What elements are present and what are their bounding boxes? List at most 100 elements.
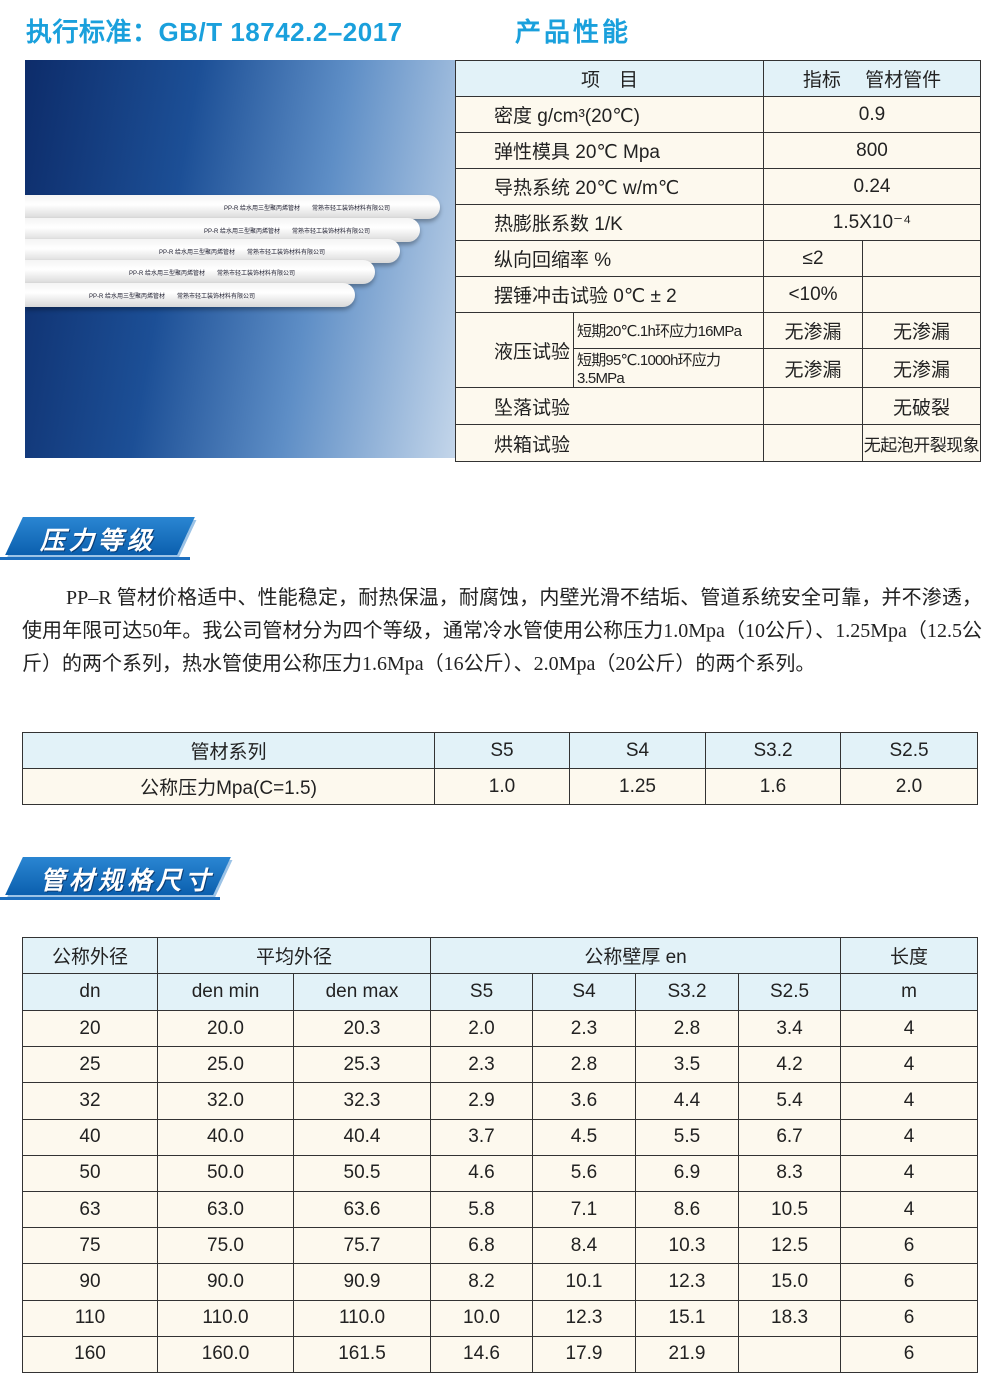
pipe: PP-R 给水用三型聚丙烯管材 常熟市轻工装饰材料有限公司 xyxy=(25,195,440,219)
table-cell: 弹性模具 20℃ Mpa xyxy=(454,132,765,169)
table-cell: 密度 g/cm³(20℃) xyxy=(454,96,765,133)
header-cell: den max xyxy=(292,973,432,1011)
table-cell: 15.1 xyxy=(635,1299,740,1337)
table-cell: 4.5 xyxy=(532,1118,637,1156)
table-cell: 2.3 xyxy=(430,1046,534,1084)
table-cell: 3.7 xyxy=(430,1118,534,1156)
table-cell: 2.8 xyxy=(532,1046,637,1084)
table-cell: 10.3 xyxy=(635,1227,740,1265)
table-row: 项 目指标 管材管件 xyxy=(454,60,982,97)
table-row: 导热系统 20℃ w/m℃ 0.24 xyxy=(454,168,982,205)
table-row: 摆锤冲击试验 0℃ ± 2 <10% xyxy=(454,276,982,313)
table-row: 管材系列 S5 S4 S3.2 S2.5 xyxy=(22,732,978,769)
table-cell: 25.0 xyxy=(157,1046,294,1084)
table-cell: 12.5 xyxy=(738,1227,842,1265)
table-cell: 4 xyxy=(840,1118,979,1156)
table-cell: 25.3 xyxy=(292,1046,432,1084)
table-cell: 63.6 xyxy=(292,1190,432,1229)
table-cell: 10.5 xyxy=(738,1190,842,1229)
table-cell: 0.24 xyxy=(763,168,982,205)
table-cell: 1.5X10⁻⁴ xyxy=(763,204,982,241)
table-cell: 10.0 xyxy=(430,1299,534,1337)
pipe: PP-R 给水用三型聚丙烯管材 常熟市轻工装饰材料有限公司 xyxy=(25,283,355,307)
table-cell: 8.6 xyxy=(635,1190,740,1229)
table-cell: 18.3 xyxy=(738,1299,842,1337)
table-cell: 50.0 xyxy=(157,1154,294,1192)
header-cell: S2.5 xyxy=(738,973,842,1011)
table-cell: 12.3 xyxy=(532,1299,637,1337)
header-cell: S4 xyxy=(532,973,637,1011)
table-row: 液压试验 短期20℃.1h环应力16MPa 无渗漏 无渗漏 xyxy=(455,312,982,388)
table-cell: 4 xyxy=(840,1190,979,1229)
table-cell: 短期95℃.1000h环应力3.5MPa xyxy=(572,348,765,388)
table-cell: 50.5 xyxy=(292,1154,432,1192)
table-cell: 2.3 xyxy=(532,1009,637,1048)
table-cell: 纵向回缩率 % xyxy=(454,240,765,277)
table-cell: 1.25 xyxy=(569,768,706,805)
table-cell: 5.8 xyxy=(430,1190,534,1229)
table-cell: 无渗漏 xyxy=(862,348,982,388)
table-cell: 2.0 xyxy=(430,1009,534,1048)
table-cell: 4 xyxy=(840,1046,979,1084)
header-cell: 项 目 xyxy=(454,60,765,97)
pipe: PP-R 给水用三型聚丙烯管材 常熟市轻工装饰材料有限公司 xyxy=(25,260,375,284)
table-row: 纵向回缩率 % ≤2 xyxy=(454,240,982,277)
table-cell: 40.0 xyxy=(157,1118,294,1156)
table-row: 32 32.0 32.3 2.9 3.6 4.4 5.4 4 xyxy=(22,1082,979,1120)
table-cell: 63 xyxy=(22,1190,158,1229)
table-cell: 0.9 xyxy=(763,96,982,133)
pipe-product-photo: PP-R 给水用三型聚丙烯管材 常熟市轻工装饰材料有限公司 PP-R 给水用三型… xyxy=(25,60,456,458)
table-cell: 17.9 xyxy=(532,1335,637,1373)
table-row: 公称外径 平均外径 公称壁厚 en 长度 xyxy=(22,937,979,974)
header-cell: 指标 管材管件 xyxy=(763,60,982,97)
table-cell: 烘箱试验 xyxy=(454,424,765,462)
pressure-section-banner: 压力等级 xyxy=(0,513,230,565)
table-cell: 20.0 xyxy=(157,1009,294,1048)
header-cell: dn xyxy=(22,973,158,1011)
table-cell: 40 xyxy=(22,1118,158,1156)
table-cell: 75 xyxy=(22,1227,158,1265)
table-cell: 12.3 xyxy=(635,1263,740,1301)
header-cell: S4 xyxy=(569,732,706,769)
table-cell: 75.0 xyxy=(157,1227,294,1265)
table-cell xyxy=(862,276,982,313)
table-row: 弹性模具 20℃ Mpa 800 xyxy=(454,132,982,169)
table-cell: 5.5 xyxy=(635,1118,740,1156)
table-cell: 160.0 xyxy=(157,1335,294,1373)
table-cell: 90 xyxy=(22,1263,158,1301)
table-cell: 8.4 xyxy=(532,1227,637,1265)
table-cell: 4.4 xyxy=(635,1082,740,1120)
table-cell: 21.9 xyxy=(635,1335,740,1373)
table-cell: 导热系统 20℃ w/m℃ xyxy=(454,168,765,205)
table-cell xyxy=(763,387,864,425)
table-cell: 15.0 xyxy=(738,1263,842,1301)
table-cell: 4.2 xyxy=(738,1046,842,1084)
table-row: 短期95℃.1000h环应力3.5MPa 无渗漏 无渗漏 xyxy=(456,348,982,388)
header-cell: 管材系列 xyxy=(22,732,435,769)
table-row: 坠落试验 无破裂 xyxy=(454,387,982,425)
pipe: PP-R 给水用三型聚丙烯管材 常熟市轻工装饰材料有限公司 xyxy=(25,218,420,242)
table-row: 63 63.0 63.6 5.8 7.1 8.6 10.5 4 xyxy=(22,1190,979,1229)
table-cell: 14.6 xyxy=(430,1335,534,1373)
header-cell: den min xyxy=(157,973,294,1011)
table-cell: 无破裂 xyxy=(862,387,982,425)
pressure-section-title: 压力等级 xyxy=(40,526,157,555)
header-cell: S3.2 xyxy=(635,973,740,1011)
table-cell: 2.9 xyxy=(430,1082,534,1120)
table-cell: 4.6 xyxy=(430,1154,534,1192)
table-cell: 1.6 xyxy=(705,768,841,805)
header-cell: 平均外径 xyxy=(156,937,432,974)
table-cell: 1.0 xyxy=(434,768,570,805)
table-row: 50 50.0 50.5 4.6 5.6 6.9 8.3 4 xyxy=(22,1154,979,1192)
table-cell xyxy=(862,240,982,277)
table-cell: 无渗漏 xyxy=(763,348,864,388)
table-cell: 20 xyxy=(22,1009,158,1048)
table-cell: 摆锤冲击试验 0℃ ± 2 xyxy=(454,276,765,313)
table-cell: 25 xyxy=(22,1046,158,1084)
table-cell: 4 xyxy=(840,1082,979,1120)
header-cell: S5 xyxy=(434,732,570,769)
table-cell: 110 xyxy=(22,1299,158,1337)
table-row: dn den min den max S5 S4 S3.2 S2.5 m xyxy=(22,973,979,1011)
header-cell: m xyxy=(840,973,979,1011)
table-cell: 800 xyxy=(763,132,982,169)
